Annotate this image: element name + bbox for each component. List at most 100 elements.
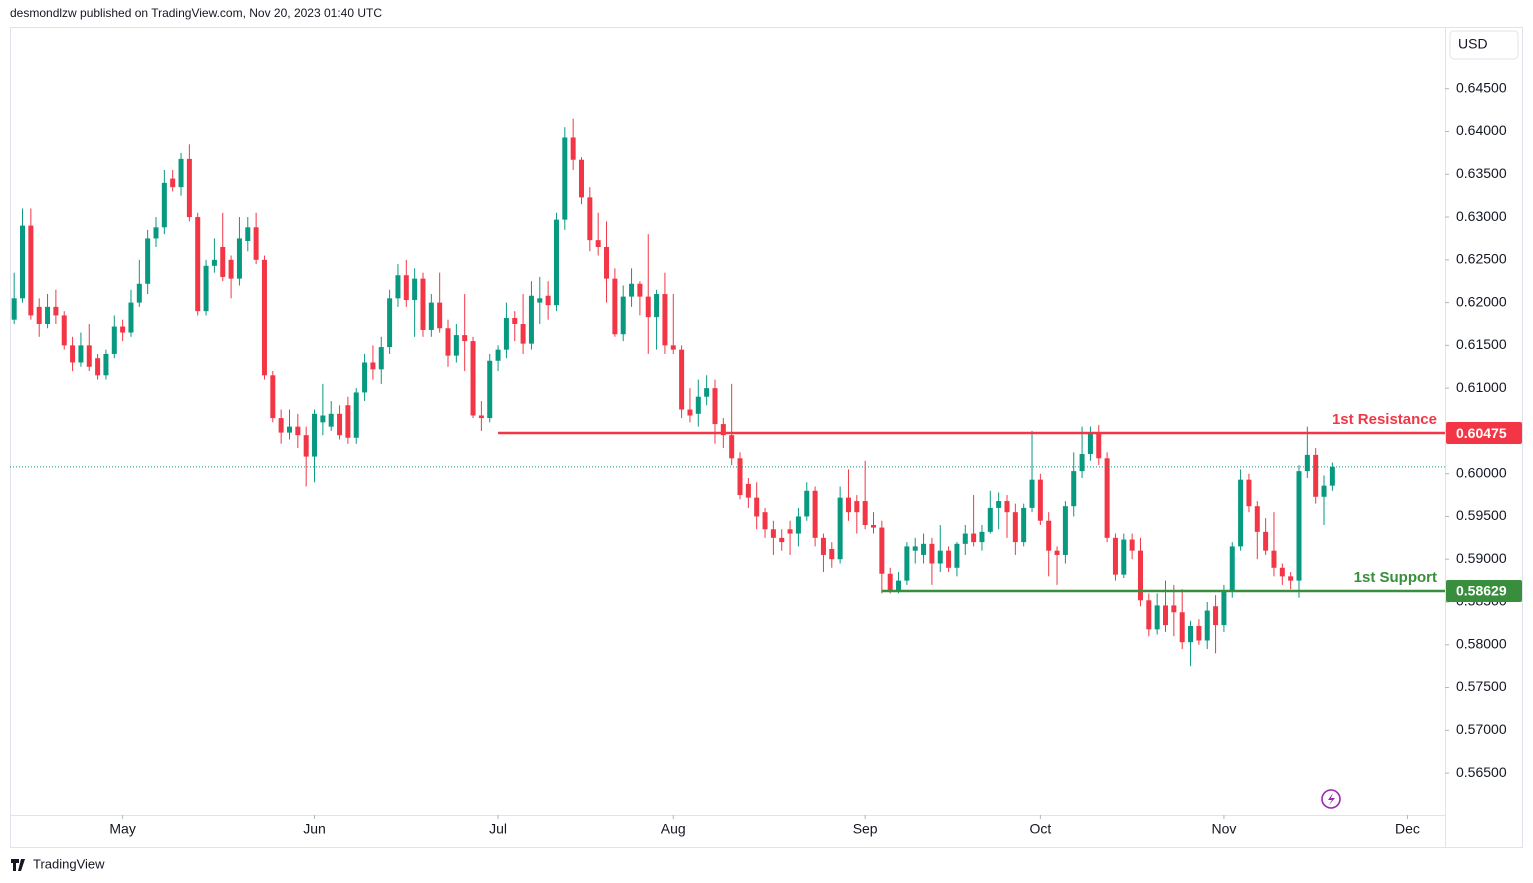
candle-body (587, 197, 593, 241)
candle-body (695, 396, 701, 414)
candle-body (729, 435, 735, 459)
level-price-label: 0.60475 (1456, 425, 1507, 441)
candle-body (1012, 512, 1018, 543)
candle-body (95, 358, 101, 376)
candle-body (1121, 539, 1127, 575)
candle-body (320, 415, 326, 423)
brand[interactable]: TradingView (11, 856, 105, 871)
candle-body (595, 240, 601, 247)
candle-body (871, 525, 877, 528)
candle-body (962, 533, 968, 544)
candle-body (1271, 550, 1277, 568)
x-tick-label: Sep (853, 821, 878, 837)
candle-body (937, 550, 943, 564)
candle-body (578, 159, 584, 198)
candle-body (1104, 458, 1110, 538)
candle-body (829, 548, 835, 560)
x-tick-label: May (109, 821, 135, 837)
candle-body (303, 435, 309, 457)
candle-body (1096, 433, 1102, 459)
level-name: 1st Support (1354, 569, 1437, 586)
replay-icon[interactable] (1321, 789, 1341, 809)
candle-body (545, 295, 551, 306)
candle-body (570, 137, 576, 160)
candle-body (1062, 506, 1068, 555)
candle-body (353, 392, 359, 438)
candle-body (745, 483, 751, 498)
candle-body (1004, 501, 1010, 513)
candle-body (403, 275, 409, 301)
y-tick-label: 0.63500 (1456, 165, 1507, 181)
candle-body (629, 283, 635, 297)
candle-body (453, 335, 459, 356)
candle-body (412, 278, 418, 301)
candle-body (120, 326, 126, 333)
y-tick-label: 0.56500 (1456, 764, 1507, 780)
level-price-box (1446, 422, 1522, 445)
chart-frame (10, 27, 1523, 848)
candle-body (1021, 507, 1027, 543)
candle-body (420, 278, 426, 330)
candle-body (362, 362, 368, 393)
candle-body (954, 543, 960, 568)
candle-body (1029, 479, 1035, 508)
candle-body (996, 501, 1002, 508)
candle-body (11, 298, 17, 320)
candle-body (1238, 479, 1244, 547)
candle-body (762, 512, 768, 530)
candle-body (770, 529, 776, 538)
candle-body (887, 573, 893, 592)
brand-name: TradingView (33, 856, 105, 871)
candle-body (528, 295, 534, 344)
candle-body (445, 328, 451, 356)
candle-body (553, 219, 559, 306)
candle-body (503, 317, 509, 350)
candle-body (987, 507, 993, 532)
candle-body (236, 238, 242, 279)
candle-body (370, 362, 376, 370)
candle-body (1188, 625, 1194, 643)
y-tick-label: 0.62000 (1456, 293, 1507, 309)
candle-body (195, 217, 201, 312)
x-tick-label: Jul (489, 821, 507, 837)
y-tick-label: 0.61000 (1456, 379, 1507, 395)
y-tick-label: 0.63000 (1456, 208, 1507, 224)
candle-body (328, 413, 334, 427)
candle-body (462, 335, 468, 342)
candle-body (45, 306, 51, 324)
candle-body (904, 546, 910, 581)
y-tick-label: 0.59500 (1456, 507, 1507, 523)
candle-body (136, 283, 142, 303)
candle-body (1263, 531, 1269, 551)
candle-body (261, 259, 267, 376)
candle-body (1221, 590, 1227, 626)
candle-body (1296, 471, 1302, 581)
candle-body (28, 225, 34, 316)
level-name: 1st Resistance (1332, 411, 1437, 428)
candle-body (812, 490, 818, 538)
candle-body (378, 347, 384, 370)
x-tick-label: Jun (303, 821, 326, 837)
candle-body (921, 543, 927, 555)
candle-body (1196, 625, 1202, 641)
candle-body (1087, 433, 1093, 455)
candle-body (1163, 605, 1169, 626)
candle-body (620, 296, 626, 335)
currency-box[interactable] (1449, 30, 1519, 60)
candle-body (437, 302, 443, 329)
candle-body (804, 490, 810, 517)
candle-body (1037, 479, 1043, 521)
level-price-label: 0.58629 (1456, 583, 1507, 599)
candle-body (1313, 454, 1319, 497)
icon-circle (1321, 789, 1341, 809)
candle-body (946, 550, 952, 568)
candle-body (478, 415, 484, 419)
candle-body (312, 413, 318, 457)
x-tick-label: Oct (1029, 821, 1051, 837)
icon-bolt (1328, 793, 1335, 805)
candle-body (1137, 550, 1143, 601)
candle-body (470, 341, 476, 416)
candle-body (161, 182, 167, 228)
candle-body (1079, 454, 1085, 472)
